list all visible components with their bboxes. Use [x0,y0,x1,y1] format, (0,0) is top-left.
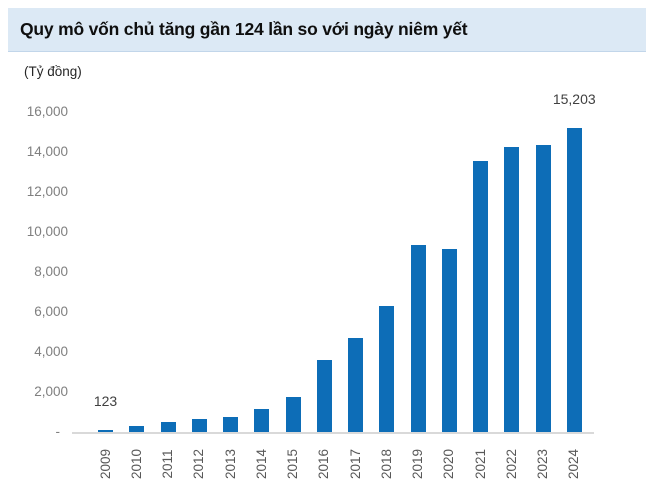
bar-2017 [348,338,363,432]
bar-2016 [316,360,332,432]
bar-2009 [98,430,113,432]
x-tick-label: 2011 [160,449,175,479]
x-tick-label: 2018 [378,448,394,480]
bar-2018 [379,306,395,432]
bar-2012 [191,419,207,432]
x-tick-label: 2023 [535,448,550,480]
chart-title: Quy mô vốn chủ tăng gần 124 lần so với n… [20,19,468,39]
x-tick-label: 2010 [128,448,144,480]
x-tick-label: 2019 [410,448,425,480]
y-tick-label: - [55,424,61,439]
bar-2021 [473,161,488,432]
x-tick-label: 2024 [566,448,582,480]
data-label-2009: 123 [93,393,118,409]
bar-2019 [410,245,426,432]
x-tick-label: 2021 [472,448,488,480]
bar-2022 [504,147,520,432]
y-tick-label: 2,000 [34,384,68,399]
bar-2013 [223,417,238,432]
y-tick-label: 8,000 [34,264,68,279]
y-tick-label: 14,000 [26,144,68,159]
bar-2020 [441,249,457,432]
x-tick-label: 2020 [441,448,457,480]
x-tick-label: 2015 [285,448,300,480]
bar-2014 [254,409,270,432]
y-tick-label: 12,000 [26,184,68,199]
y-tick-label: 16,000 [26,104,68,119]
x-tick-label: 2016 [316,448,332,480]
y-axis-unit-label: (Tỷ đồng) [24,64,82,79]
chart-title-band: Quy mô vốn chủ tăng gần 124 lần so với n… [8,8,646,52]
bar-2015 [285,397,301,432]
data-label-2024: 15,203 [552,91,596,107]
bar-2011 [160,422,176,432]
x-tick-label: 2012 [191,448,207,480]
bar-2024 [566,128,582,432]
x-tick-label: 2013 [222,448,238,480]
x-tick-label: 2014 [253,448,269,480]
y-tick-label: 10,000 [26,224,68,239]
x-tick-label: 2009 [97,448,113,480]
x-tick-label: 2017 [347,448,363,480]
bar-2023 [535,145,551,432]
y-tick-label: 4,000 [34,344,68,359]
y-tick-label: 6,000 [34,304,68,319]
x-tick-label: 2022 [503,448,519,480]
x-axis-line [72,432,594,434]
bar-2010 [129,426,145,432]
